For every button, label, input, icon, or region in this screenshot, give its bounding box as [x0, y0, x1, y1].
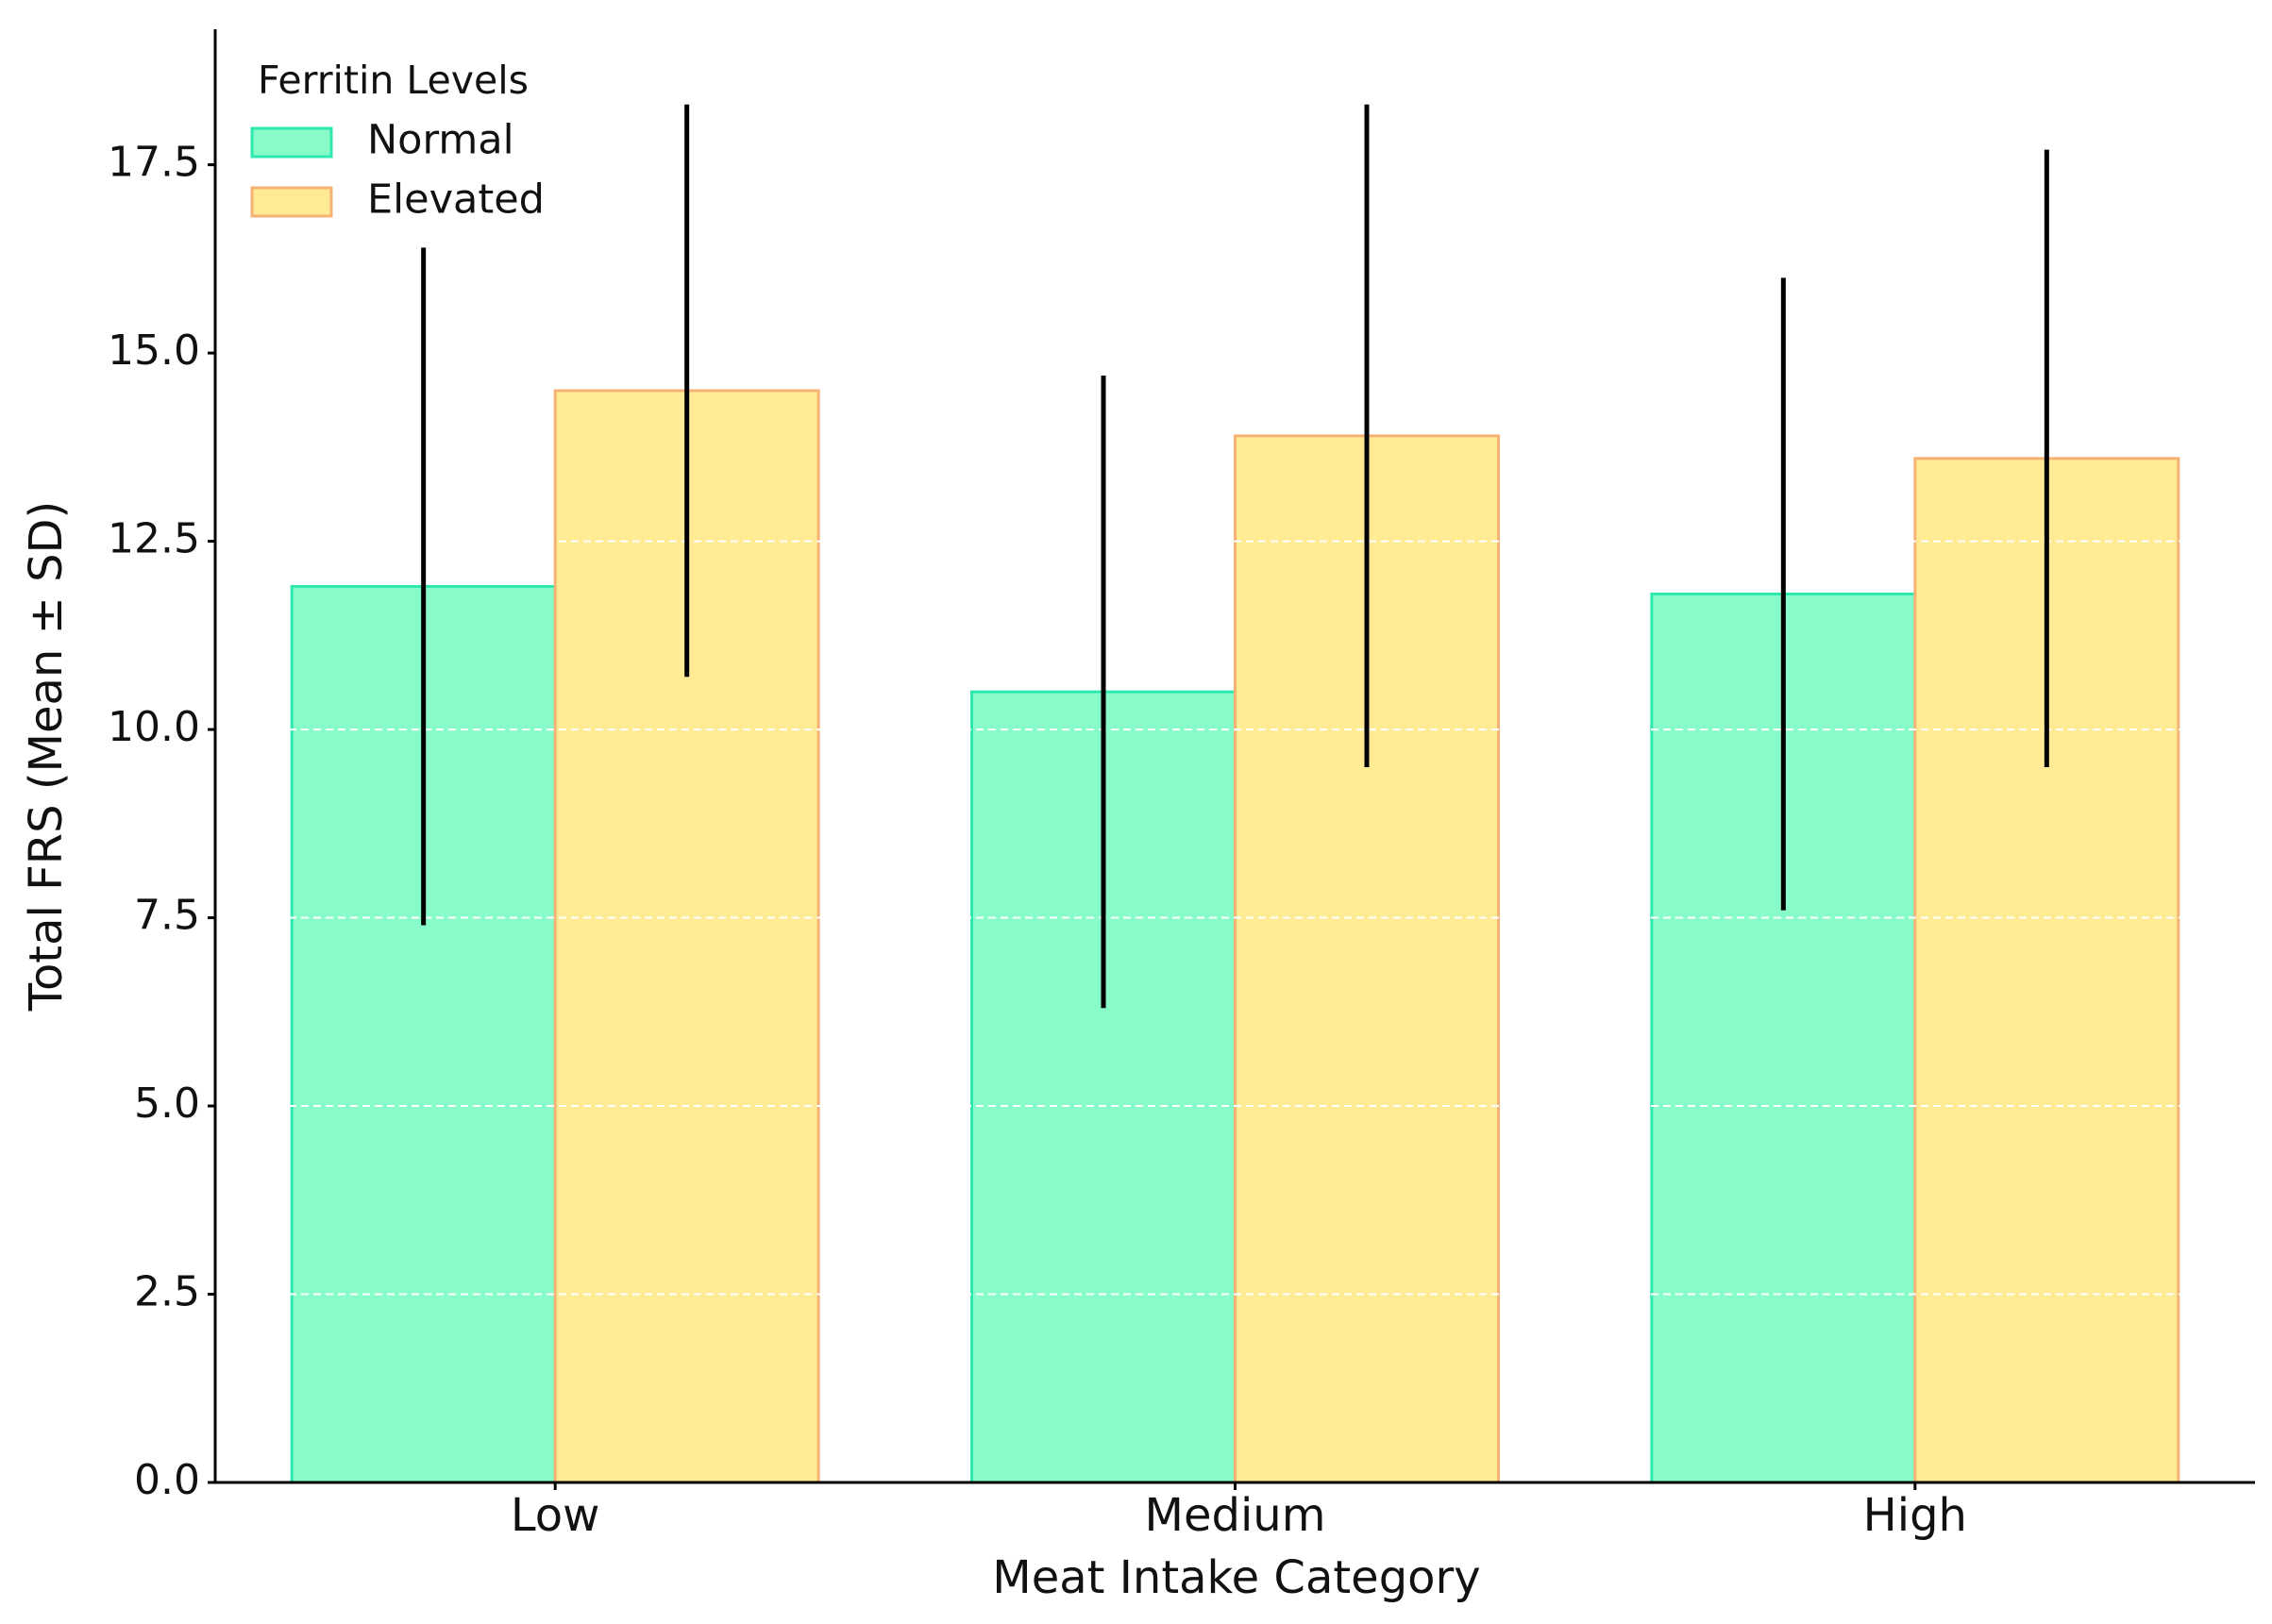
- legend-label: Elevated: [367, 176, 545, 224]
- y-tick-label: 2.5: [134, 1268, 200, 1316]
- y-tick-label: 17.5: [108, 139, 200, 187]
- legend-swatch: [250, 126, 333, 159]
- legend-label: Normal: [367, 117, 514, 164]
- x-tick-label: High: [1863, 1489, 1967, 1542]
- x-axis-label: Meat Intake Category: [992, 1551, 1480, 1604]
- y-tick-label: 10.0: [108, 703, 200, 751]
- y-tick-label: 15.0: [108, 326, 200, 375]
- legend-title: Ferritin Levels: [258, 58, 529, 103]
- legend-swatch: [250, 186, 333, 218]
- y-tick-label: 7.5: [134, 892, 200, 940]
- x-tick-label: Low: [511, 1489, 600, 1542]
- x-tick-label: Medium: [1145, 1489, 1326, 1542]
- y-tick-label: 5.0: [134, 1080, 200, 1128]
- y-tick-label: 12.5: [108, 515, 200, 563]
- y-tick-label: 0.0: [134, 1456, 200, 1504]
- y-axis-label: Total FRS (Mean ± SD): [20, 501, 73, 1012]
